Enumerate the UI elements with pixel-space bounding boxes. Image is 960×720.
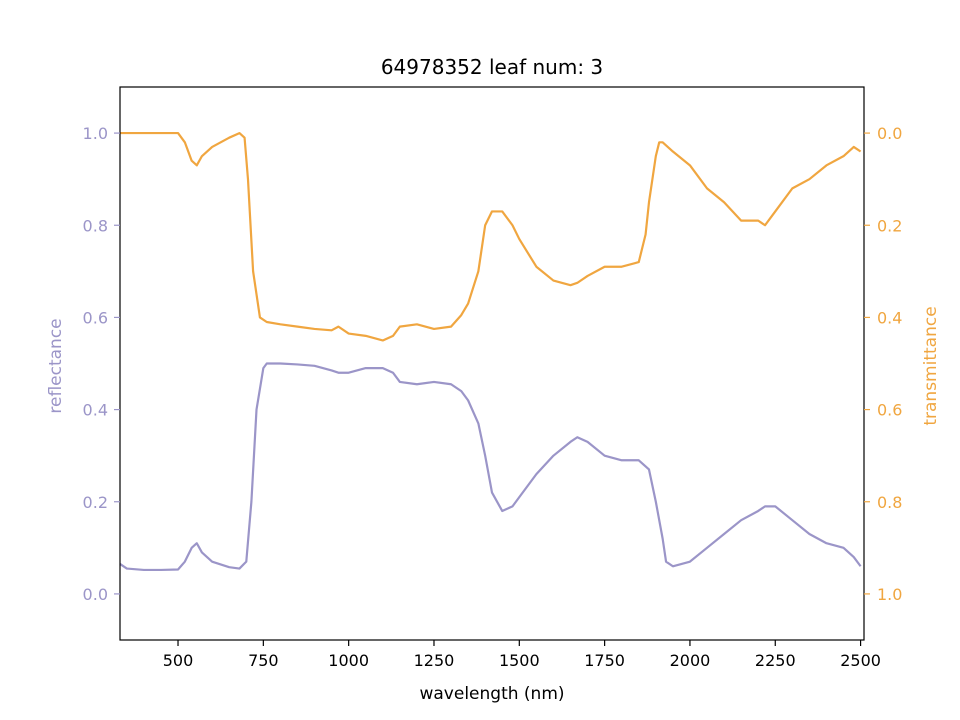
plot-frame — [119, 86, 865, 641]
y-left-tick-label: 1.0 — [83, 124, 108, 143]
y-left-tick-label: 0.4 — [83, 401, 108, 420]
y-right-tick-label: 0.2 — [877, 216, 902, 235]
chart-title: 64978352 leaf num: 3 — [381, 55, 603, 79]
y-left-tick-label: 0.8 — [83, 216, 108, 235]
y-axis-left-label: reflectance — [46, 318, 66, 413]
reflectance-line — [119, 362, 862, 572]
x-tick-label: 2500 — [840, 651, 881, 670]
x-tick-label: 2250 — [755, 651, 796, 670]
x-tick-label: 2000 — [670, 651, 711, 670]
x-tick-label: 1500 — [499, 651, 540, 670]
plot-area: 500 750 1000 1250 1500 1750 2000 2250 2500 0.0 0.2… — [83, 86, 902, 670]
x-tick-label: 1250 — [414, 651, 455, 670]
transmittance-line — [120, 131, 862, 342]
x-axis-label: wavelength (nm) — [419, 684, 564, 704]
y-right-tick-label: 0.0 — [877, 124, 902, 143]
y-left-tick-label: 0.0 — [83, 585, 108, 604]
x-tick-label: 1750 — [584, 651, 625, 670]
y-left-tick-label: 0.2 — [83, 493, 108, 512]
y-axis-right-label: transmittance — [921, 306, 941, 425]
y-right-tick-label: 1.0 — [877, 585, 902, 604]
x-tick-label: 750 — [248, 651, 279, 670]
x-tick-label: 1000 — [328, 651, 369, 670]
y-left-tick-label: 0.6 — [83, 308, 108, 327]
y-right-tick-label: 0.4 — [877, 308, 902, 327]
y-right-tick-label: 0.8 — [877, 493, 902, 512]
y-right-tick-label: 0.6 — [877, 401, 902, 420]
x-tick-label: 500 — [163, 651, 194, 670]
